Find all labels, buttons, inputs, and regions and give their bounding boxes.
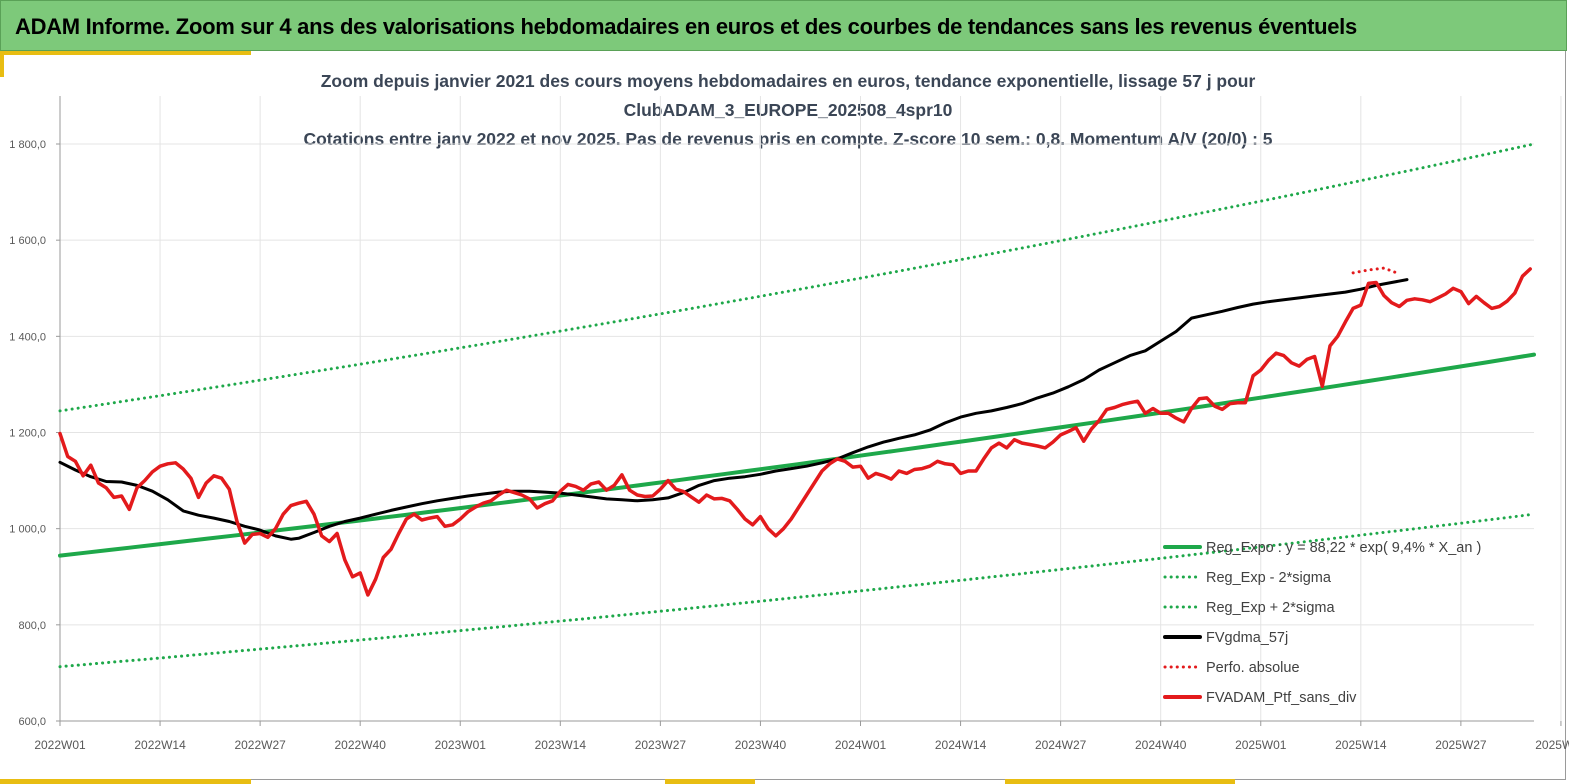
perfo-absolue-line: [1351, 266, 1401, 276]
y-tick-label: 800,0: [18, 620, 46, 632]
accent-bar-bottom: [0, 779, 251, 784]
x-tick-label: 2023W14: [535, 738, 587, 752]
x-tick-label: 2022W14: [134, 738, 186, 752]
x-tick-label: 2025W40: [1535, 738, 1569, 752]
x-tick-label: 2025W01: [1235, 738, 1287, 752]
x-tick-label: 2023W27: [635, 738, 687, 752]
legend-label: Reg_Expo : y = 88,22 * exp( 9,4% * X_an …: [1206, 540, 1481, 556]
legend-label: Perfo. absolue: [1206, 660, 1300, 676]
accent-bar-top: [0, 51, 251, 55]
legend-label: FVgdma_57j: [1206, 630, 1288, 646]
upper-sigma-line: [58, 142, 1536, 413]
x-tick-label: 2024W40: [1135, 738, 1187, 752]
x-tick-label: 2023W40: [735, 738, 787, 752]
x-tick-label: 2025W27: [1435, 738, 1487, 752]
x-tick-label: 2023W01: [435, 738, 487, 752]
trend-line: [58, 352, 1536, 558]
accent-bar-bottom: [1005, 779, 1235, 784]
x-tick-label: 2022W40: [335, 738, 387, 752]
x-tick-label: 2024W01: [835, 738, 887, 752]
x-tick-label: 2022W01: [34, 738, 86, 752]
header-bar: ADAM Informe. Zoom sur 4 ans des valoris…: [0, 0, 1567, 51]
x-tick-label: 2024W27: [1035, 738, 1087, 752]
chart-frame: [0, 51, 1566, 780]
y-tick-label: 1 600,0: [9, 235, 46, 247]
chart-title-line-2: ClubADAM_3_EUROPE_202508_4spr10: [623, 100, 953, 120]
x-tick-label: 2022W27: [234, 738, 286, 752]
report-title: ADAM Informe. Zoom sur 4 ans des valoris…: [15, 14, 1357, 39]
y-tick-label: 1 000,0: [9, 524, 46, 536]
legend-label: FVADAM_Ptf_sans_div: [1206, 690, 1357, 706]
y-tick-label: 1 800,0: [9, 139, 46, 151]
y-tick-label: 1 200,0: [9, 428, 46, 440]
legend-label: Reg_Exp + 2*sigma: [1206, 600, 1335, 616]
accent-bar-left: [0, 51, 4, 77]
fvadam-line: [58, 267, 1532, 597]
chart-title-line-1: Zoom depuis janvier 2021 des cours moyen…: [320, 71, 1256, 91]
legend-label: Reg_Exp - 2*sigma: [1206, 570, 1332, 586]
x-tick-label: 2025W14: [1335, 738, 1387, 752]
smoothed-line: [58, 278, 1409, 541]
accent-bar-bottom: [665, 779, 755, 784]
y-tick-label: 1 400,0: [9, 331, 46, 343]
y-tick-label: 600,0: [18, 716, 46, 728]
x-tick-label: 2024W14: [935, 738, 987, 752]
